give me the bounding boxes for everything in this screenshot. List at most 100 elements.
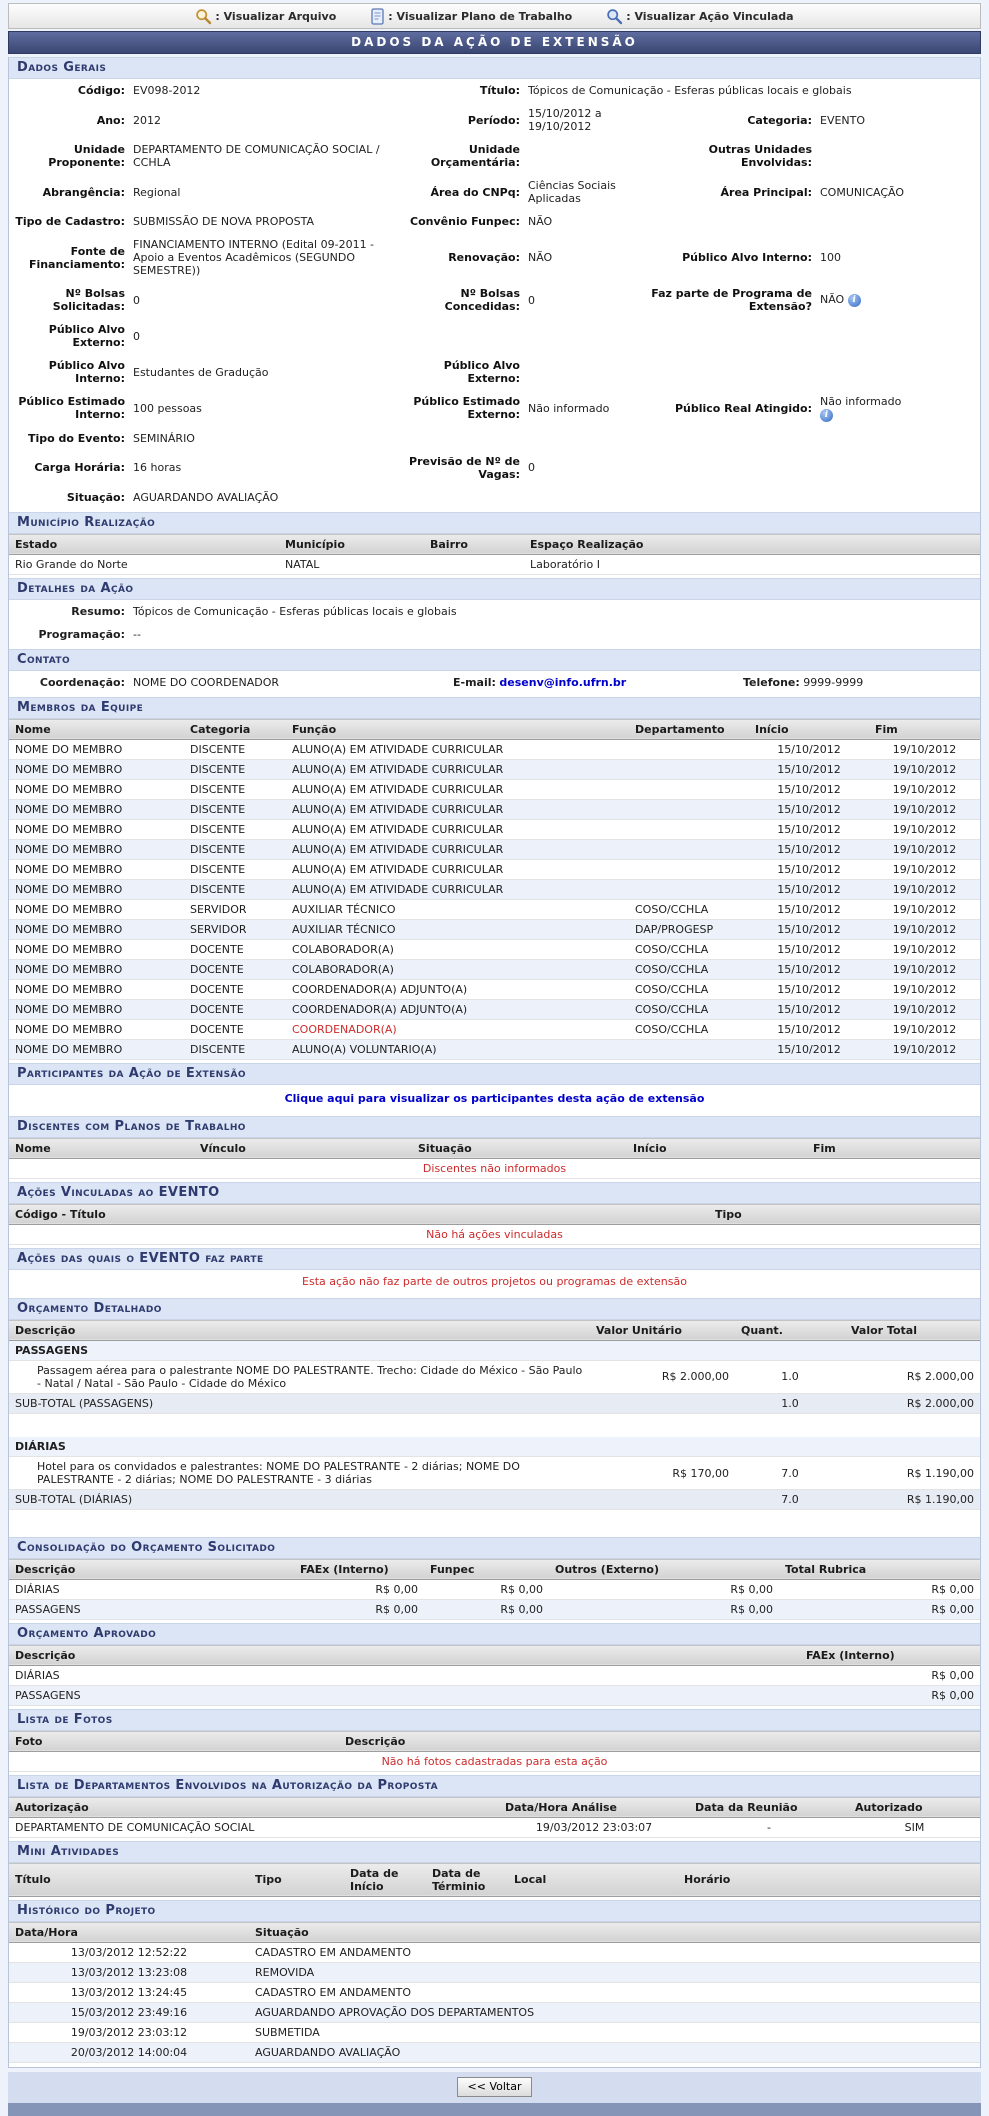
cell-fim: 19/10/2012 bbox=[869, 999, 980, 1020]
email-link[interactable]: desenv@info.ufrn.br bbox=[499, 675, 627, 689]
programacao-value: -- bbox=[133, 627, 141, 641]
cell-valor-unitario bbox=[590, 1510, 735, 1534]
consolidacao-table: Descrição FAEx (Interno) Funpec Outros (… bbox=[9, 1558, 980, 1620]
historico-table: Data/Hora Situação 13/03/2012 12:52:22 C… bbox=[9, 1921, 980, 2063]
cell-situacao: REMOVIDA bbox=[249, 1962, 980, 1983]
cell-nome: NOME DO MEMBRO bbox=[9, 1019, 184, 1040]
col-header: Espaço Realização bbox=[524, 533, 980, 555]
orcamento-row: Hotel para os convidados e palestrantes:… bbox=[9, 1456, 980, 1490]
field-label: Fonte de Financiamento: bbox=[28, 244, 125, 271]
cell-funpec: R$ 0,00 bbox=[424, 1599, 549, 1620]
discentes-empty-message: Discentes não informados bbox=[9, 1158, 980, 1179]
cell-nome: NOME DO MEMBRO bbox=[9, 819, 184, 840]
col-header: Estado bbox=[9, 533, 279, 555]
section-municipio-realizacao: Município Realização bbox=[9, 511, 980, 534]
field-value bbox=[524, 354, 636, 390]
cell-fim: 19/10/2012 bbox=[869, 819, 980, 840]
col-header: FAEx (Interno) bbox=[294, 1558, 424, 1580]
cell-funcao: ALUNO(A) VOLUNTARIO(A) bbox=[286, 1039, 629, 1060]
orcamento-row: DIÁRIAS bbox=[9, 1437, 980, 1457]
visualizar-arquivo-button[interactable]: : Visualizar Arquivo bbox=[195, 8, 336, 25]
cell-inicio: 15/10/2012 bbox=[749, 939, 869, 960]
cell-valor-total bbox=[845, 1437, 980, 1457]
cell-valor-unitario bbox=[590, 1340, 735, 1361]
fotos-table: Foto Descrição Não há fotos cadastradas … bbox=[9, 1730, 980, 1772]
acoes-vinculadas-empty-message: Não há ações vinculadas bbox=[9, 1224, 980, 1245]
col-header: Departamento bbox=[629, 718, 749, 740]
field-value: COMUNICAÇÃO bbox=[820, 185, 905, 199]
col-header: Valor Total bbox=[845, 1319, 980, 1341]
col-header: Descrição bbox=[9, 1644, 800, 1666]
section-historico-projeto: Histórico do Projeto bbox=[9, 1899, 980, 1922]
col-header: Descrição bbox=[9, 1319, 590, 1341]
section-contato: Contato bbox=[9, 648, 980, 671]
field-label: Carga Horária: bbox=[34, 461, 125, 474]
member-row: NOME DO MEMBRO DISCENTE ALUNO(A) EM ATIV… bbox=[9, 859, 980, 880]
cell-fim: 19/10/2012 bbox=[869, 799, 980, 820]
participantes-link[interactable]: Clique aqui para visualizar os participa… bbox=[284, 1091, 705, 1105]
field-label: Convênio Funpec: bbox=[410, 215, 520, 228]
cell-valor-total bbox=[845, 1340, 980, 1361]
info-icon[interactable] bbox=[847, 293, 861, 307]
historico-row: 13/03/2012 13:24:45 CADASTRO EM ANDAMENT… bbox=[9, 1982, 980, 2003]
col-header: Funpec bbox=[424, 1558, 549, 1580]
cell-inicio: 15/10/2012 bbox=[749, 739, 869, 760]
col-header: Tipo bbox=[709, 1203, 980, 1225]
field-label: Público Alvo Interno: bbox=[682, 251, 812, 264]
telefone-value: 9999-9999 bbox=[803, 675, 864, 689]
col-header: Município bbox=[279, 533, 424, 555]
field-label: Título: bbox=[479, 84, 520, 97]
member-row: NOME DO MEMBRO DOCENTE COORDENADOR(A) CO… bbox=[9, 1019, 980, 1040]
cell-departamento bbox=[629, 779, 749, 800]
member-row: NOME DO MEMBRO SERVIDOR AUXILIAR TÉCNICO… bbox=[9, 919, 980, 940]
col-header: Bairro bbox=[424, 533, 524, 555]
section-consolidacao-orcamento: Consolidação do Orçamento Solicitado bbox=[9, 1536, 980, 1559]
cell-descricao: PASSAGENS bbox=[9, 1599, 294, 1620]
field-label: Situação: bbox=[66, 490, 125, 504]
section-orcamento-aprovado: Orçamento Aprovado bbox=[9, 1622, 980, 1645]
field-label: Público Alvo Interno: bbox=[48, 359, 125, 385]
cell-categoria: DISCENTE bbox=[184, 779, 286, 800]
section-mini-atividades: Mini Atividades bbox=[9, 1840, 980, 1863]
section-detalhes-acao: Detalhes da Ação bbox=[9, 577, 980, 600]
cell-funpec: R$ 0,00 bbox=[424, 1579, 549, 1600]
cell-valor-total bbox=[845, 1413, 980, 1437]
cell-faex: R$ 0,00 bbox=[294, 1599, 424, 1620]
field-value: Regional bbox=[133, 185, 181, 199]
cell-fim: 19/10/2012 bbox=[869, 879, 980, 900]
cell-quantidade: 1.0 bbox=[735, 1393, 845, 1414]
col-header: Situação bbox=[249, 1921, 980, 1943]
col-header: Vínculo bbox=[194, 1137, 412, 1159]
voltar-button[interactable]: << Voltar bbox=[456, 2076, 533, 2097]
cell-departamento: COSO/CCHLA bbox=[629, 899, 749, 920]
info-icon[interactable] bbox=[820, 408, 833, 422]
field-value bbox=[816, 138, 980, 174]
field-value: 0 bbox=[528, 293, 535, 307]
visualizar-plano-trabalho-label: : Visualizar Plano de Trabalho bbox=[388, 9, 573, 23]
cell-descricao: Passagem aérea para o palestrante NOME D… bbox=[9, 1360, 590, 1394]
cell-quantidade bbox=[735, 1340, 845, 1361]
cell-quantidade bbox=[735, 1413, 845, 1437]
orcamento-row: SUB-TOTAL (DIÁRIAS) 7.0 R$ 1.190,00 bbox=[9, 1489, 980, 1510]
col-header: Quant. bbox=[735, 1319, 845, 1341]
visualizar-acao-vinculada-button[interactable]: : Visualizar Ação Vinculada bbox=[606, 8, 794, 25]
cell-situacao: AGUARDANDO APROVAÇÃO DOS DEPARTAMENTOS bbox=[249, 2002, 980, 2023]
historico-row: 15/03/2012 23:49:16 AGUARDANDO APROVAÇÃO… bbox=[9, 2002, 980, 2023]
field-value: FINANCIAMENTO INTERNO (Edital 09-2011 - … bbox=[133, 238, 375, 277]
cell-funcao: COORDENADOR(A) bbox=[286, 1019, 629, 1040]
resumo-value: Tópicos de Comunicação - Esferas pública… bbox=[133, 604, 457, 618]
cell-categoria: DISCENTE bbox=[184, 759, 286, 780]
visualizar-plano-trabalho-button[interactable]: : Visualizar Plano de Trabalho bbox=[370, 7, 573, 25]
cell-categoria: DISCENTE bbox=[184, 799, 286, 820]
cell-fim: 19/10/2012 bbox=[869, 939, 980, 960]
field-label: Renovação: bbox=[448, 251, 520, 264]
field-label: Tipo do Evento: bbox=[28, 431, 125, 445]
cell-funcao: COORDENADOR(A) ADJUNTO(A) bbox=[286, 979, 629, 1000]
member-row: NOME DO MEMBRO DOCENTE COLABORADOR(A) CO… bbox=[9, 959, 980, 980]
cell-quantidade: 1.0 bbox=[735, 1360, 845, 1394]
field-value: DEPARTAMENTO DE COMUNICAÇÃO SOCIAL / CCH… bbox=[133, 143, 380, 169]
programacao-label: Programação: bbox=[38, 627, 125, 641]
cell-departamento bbox=[629, 739, 749, 760]
cell-descricao: SUB-TOTAL (DIÁRIAS) bbox=[9, 1489, 590, 1510]
workplan-scroll-icon bbox=[370, 7, 385, 25]
